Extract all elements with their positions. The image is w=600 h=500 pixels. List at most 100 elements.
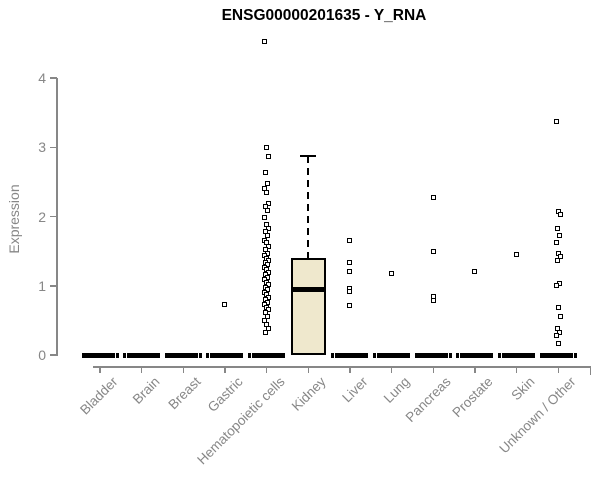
data-point xyxy=(222,301,228,307)
data-point xyxy=(266,153,272,159)
zero-bar-left-cap xyxy=(206,352,210,358)
data-point xyxy=(266,326,272,332)
zero-expression-bar xyxy=(501,352,532,358)
zero-bar-right-cap xyxy=(490,352,494,358)
data-point xyxy=(266,281,272,287)
zero-expression-bar xyxy=(168,352,199,358)
x-axis-tick xyxy=(182,366,185,373)
box xyxy=(290,258,326,355)
x-axis-tick xyxy=(474,366,476,373)
zero-bar-left-cap xyxy=(539,352,543,358)
x-axis-line xyxy=(93,366,591,368)
data-point xyxy=(558,314,564,320)
zero-bar-left-cap xyxy=(498,352,502,358)
upper-whisker-cap xyxy=(300,154,317,157)
zero-bar-left-cap xyxy=(414,352,418,358)
x-axis-tick xyxy=(265,366,268,373)
zero-bar-right-cap xyxy=(532,352,536,358)
zero-bar-right-cap xyxy=(240,352,244,358)
data-point xyxy=(265,314,271,320)
zero-expression-bar xyxy=(376,352,407,358)
chart-title: ENSG00000201635 - Y_RNA xyxy=(221,7,427,24)
x-axis-tick xyxy=(432,366,435,373)
zero-expression-bar xyxy=(85,352,115,358)
data-point xyxy=(555,340,561,346)
data-point xyxy=(266,243,272,249)
data-point xyxy=(347,289,353,295)
data-point xyxy=(514,252,520,258)
x-axis-end-tick xyxy=(589,366,591,375)
data-point xyxy=(554,225,560,231)
data-point xyxy=(265,208,271,214)
x-axis-tick xyxy=(307,366,310,373)
data-point xyxy=(558,254,564,260)
zero-expression-bar xyxy=(334,352,365,358)
zero-bar-right-cap xyxy=(282,352,286,358)
data-point xyxy=(430,297,436,303)
y-axis-tick xyxy=(50,77,57,79)
zero-bar-right-cap xyxy=(448,352,452,358)
zero-bar-right-cap xyxy=(198,352,202,358)
data-point xyxy=(553,119,559,125)
zero-bar-left-cap xyxy=(81,352,85,358)
data-point xyxy=(553,240,559,246)
data-point xyxy=(472,268,478,274)
data-point xyxy=(347,260,353,266)
x-axis-tick xyxy=(515,366,518,373)
zero-bar-right-cap xyxy=(157,352,161,358)
data-point xyxy=(263,309,269,315)
data-point xyxy=(261,185,267,191)
y-axis-tick-label: 4 xyxy=(38,70,46,86)
data-point xyxy=(554,257,560,263)
x-axis-tick xyxy=(140,366,143,373)
data-point xyxy=(430,194,436,200)
data-point xyxy=(265,262,271,268)
data-point xyxy=(347,268,353,274)
data-point xyxy=(389,270,395,276)
data-point xyxy=(264,190,270,196)
x-axis-tick xyxy=(99,366,101,373)
data-point xyxy=(430,249,436,255)
data-point xyxy=(556,329,562,335)
y-axis-tick xyxy=(50,146,57,148)
zero-expression-bar xyxy=(209,352,240,358)
zero-expression-bar xyxy=(459,352,490,358)
data-point xyxy=(266,257,272,263)
upper-whisker xyxy=(307,155,310,259)
data-point xyxy=(266,200,272,206)
zero-expression-bar xyxy=(418,352,449,358)
data-point xyxy=(261,39,267,45)
zero-expression-bar xyxy=(126,352,157,358)
data-point xyxy=(263,329,269,335)
zero-bar-left-cap xyxy=(373,352,377,358)
data-point xyxy=(266,306,272,312)
zero-bar-left-cap xyxy=(164,352,168,358)
zero-bar-right-cap xyxy=(573,352,577,358)
zero-bar-left-cap xyxy=(456,352,460,358)
y-axis-tick-label: 3 xyxy=(38,139,46,156)
zero-bar-left-cap xyxy=(123,352,127,358)
zero-bar-right-cap xyxy=(407,352,411,358)
data-point xyxy=(264,145,270,151)
y-axis-tick xyxy=(50,215,57,218)
data-point xyxy=(261,215,267,221)
data-point xyxy=(347,302,353,308)
y-axis-tick-label: 0 xyxy=(38,347,46,363)
data-point xyxy=(555,305,561,311)
data-point xyxy=(558,211,564,217)
data-point xyxy=(265,286,271,292)
zero-bar-left-cap xyxy=(331,352,335,358)
x-axis-tick xyxy=(390,366,393,373)
zero-bar-left-cap xyxy=(248,352,252,358)
zero-expression-bar xyxy=(251,352,282,358)
data-point xyxy=(266,225,272,231)
zero-bar-right-cap xyxy=(365,352,369,358)
x-axis-tick xyxy=(557,366,560,373)
y-axis-tick xyxy=(50,285,57,287)
y-axis-tick-label: 2 xyxy=(38,208,46,225)
y-axis-tick-label: 1 xyxy=(38,277,46,294)
data-point xyxy=(556,232,562,238)
zero-expression-bar xyxy=(543,352,574,358)
x-axis-tick xyxy=(224,366,226,373)
